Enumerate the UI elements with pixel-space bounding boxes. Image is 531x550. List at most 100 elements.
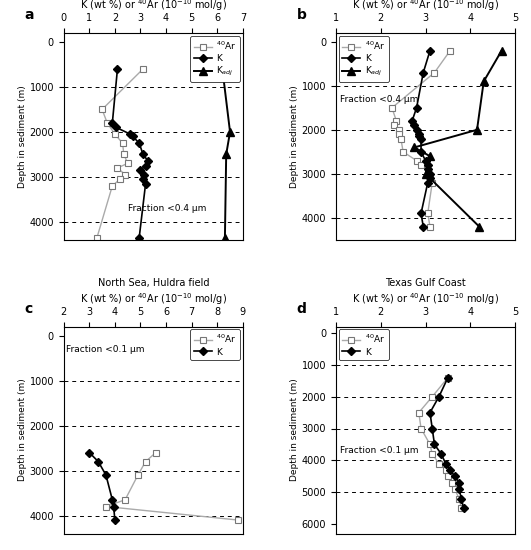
$^{40}$Ar xyxy=(393,118,400,124)
K xyxy=(427,409,433,416)
Title: Mahakam sandstones
K (wt %) or $^{40}$Ar (10$^{-10}$ mol/g): Mahakam sandstones K (wt %) or $^{40}$Ar… xyxy=(80,0,227,13)
K$_{adj}$ xyxy=(411,144,417,151)
K xyxy=(431,441,438,448)
K$_{adj}$ xyxy=(481,78,487,85)
$^{40}$Ar xyxy=(396,126,402,133)
K xyxy=(429,425,435,432)
$^{40}$Ar xyxy=(140,65,146,72)
$^{40}$Ar xyxy=(445,473,451,480)
K xyxy=(140,151,146,158)
K xyxy=(456,479,463,486)
Y-axis label: Depth in sediment (m): Depth in sediment (m) xyxy=(18,85,27,188)
K$_{adj}$ xyxy=(227,129,233,135)
K xyxy=(425,166,431,173)
Y-axis label: Depth in sediment (m): Depth in sediment (m) xyxy=(18,379,27,481)
$^{40}$Ar xyxy=(425,210,431,217)
K xyxy=(458,495,465,502)
K xyxy=(109,119,116,126)
$^{40}$Ar xyxy=(431,69,438,76)
K xyxy=(136,234,142,241)
Legend: $^{40}$Ar, K, K$_{adj}$: $^{40}$Ar, K, K$_{adj}$ xyxy=(190,36,240,82)
K xyxy=(142,180,149,187)
K xyxy=(141,172,148,178)
$^{40}$Ar xyxy=(398,135,404,142)
$^{40}$Ar xyxy=(429,450,435,457)
K xyxy=(110,503,117,510)
K xyxy=(142,162,149,169)
K xyxy=(418,210,424,217)
K xyxy=(138,167,144,173)
K xyxy=(127,131,133,138)
Text: a: a xyxy=(24,8,34,22)
$^{40}$Ar xyxy=(445,375,451,381)
K xyxy=(420,69,426,76)
K xyxy=(411,122,417,129)
K$_{adj}$ xyxy=(427,153,433,159)
K$_{adj}$ xyxy=(474,126,480,133)
$^{40}$Ar xyxy=(391,122,397,129)
$^{40}$Ar xyxy=(124,160,131,167)
$^{40}$Ar xyxy=(122,497,129,503)
Line: $^{40}$Ar: $^{40}$Ar xyxy=(103,449,241,523)
Text: b: b xyxy=(296,8,306,22)
K$_{adj}$ xyxy=(219,65,226,72)
K$_{adj}$ xyxy=(476,223,483,230)
Title: North Sea, Huldra field
K (wt %) or $^{40}$Ar (10$^{-10}$ mol/g): North Sea, Huldra field K (wt %) or $^{4… xyxy=(80,278,227,307)
K xyxy=(447,466,453,473)
$^{40}$Ar xyxy=(389,104,395,111)
$^{40}$Ar xyxy=(121,151,127,158)
$^{40}$Ar xyxy=(396,131,402,138)
K xyxy=(418,135,424,142)
K xyxy=(114,65,121,72)
K$_{adj}$ xyxy=(223,151,229,158)
Text: Fraction <0.1 μm: Fraction <0.1 μm xyxy=(66,345,145,354)
K xyxy=(86,449,92,456)
$^{40}$Ar xyxy=(142,458,149,465)
K xyxy=(416,131,422,138)
K xyxy=(113,124,119,131)
$^{40}$Ar xyxy=(99,106,105,113)
$^{40}$Ar xyxy=(418,162,424,168)
K xyxy=(445,375,451,381)
Title: Texas Gulf Coast
K (wt %) or $^{40}$Ar (10$^{-10}$ mol/g): Texas Gulf Coast K (wt %) or $^{40}$Ar (… xyxy=(352,278,499,307)
Y-axis label: Depth in sediment (m): Depth in sediment (m) xyxy=(290,379,299,481)
Text: c: c xyxy=(24,302,32,316)
Line: K: K xyxy=(109,66,151,240)
Legend: $^{40}$Ar, K: $^{40}$Ar, K xyxy=(190,329,240,360)
K xyxy=(413,104,419,111)
$^{40}$Ar xyxy=(451,486,458,492)
$^{40}$Ar xyxy=(109,183,116,189)
Line: K: K xyxy=(409,48,433,229)
$^{40}$Ar xyxy=(235,516,241,523)
K xyxy=(140,176,146,183)
$^{40}$Ar xyxy=(117,176,123,183)
$^{40}$Ar xyxy=(458,505,465,512)
K xyxy=(460,505,467,512)
$^{40}$Ar xyxy=(429,179,435,186)
K xyxy=(95,458,101,465)
K xyxy=(418,148,424,155)
K$_{adj}$ xyxy=(422,170,429,177)
K xyxy=(420,223,426,230)
$^{40}$Ar xyxy=(418,425,424,432)
Line: $^{40}$Ar: $^{40}$Ar xyxy=(416,375,465,511)
Line: K$_{adj}$: K$_{adj}$ xyxy=(410,46,506,231)
K xyxy=(451,473,458,480)
K xyxy=(416,133,422,140)
K xyxy=(413,126,419,133)
$^{40}$Ar xyxy=(427,175,433,182)
$^{40}$Ar xyxy=(413,157,419,164)
K xyxy=(427,170,433,177)
Line: $^{40}$Ar: $^{40}$Ar xyxy=(94,66,146,241)
Line: $^{40}$Ar: $^{40}$Ar xyxy=(389,47,453,230)
$^{40}$Ar xyxy=(119,140,126,146)
K$_{adj}$ xyxy=(222,234,228,241)
K$_{adj}$ xyxy=(499,47,505,54)
K xyxy=(438,450,444,457)
K xyxy=(442,460,449,467)
Line: K: K xyxy=(87,450,118,523)
$^{40}$Ar xyxy=(112,131,118,138)
Line: K: K xyxy=(427,375,466,511)
Line: K$_{adj}$: K$_{adj}$ xyxy=(218,65,234,242)
K xyxy=(436,393,442,400)
